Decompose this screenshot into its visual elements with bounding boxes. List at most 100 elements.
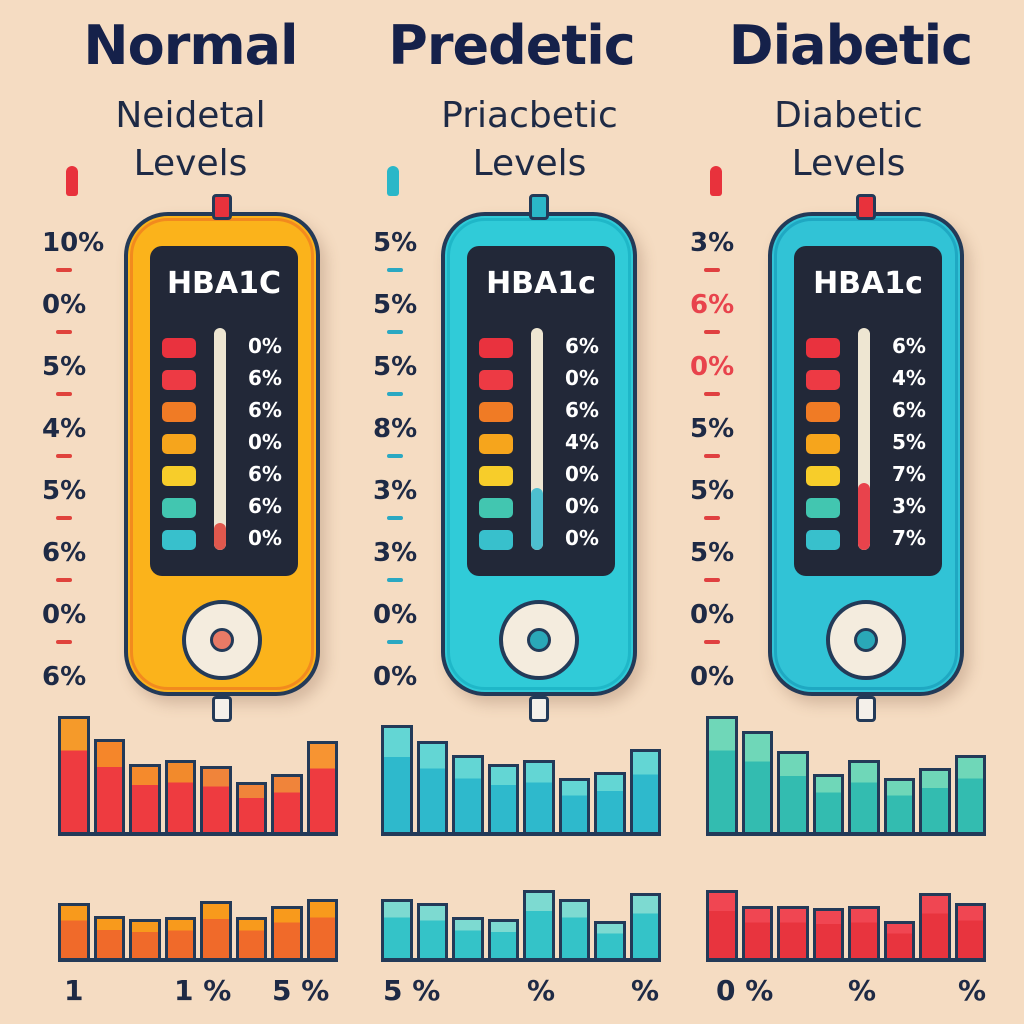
scale-tick [56,392,72,396]
reading-value: 0% [565,462,599,486]
scale-item: 5% [373,228,433,290]
chart-bar [200,766,232,832]
chart-bar [812,908,844,958]
chart-bar [919,768,951,832]
reading-value: 0% [565,366,599,390]
reading-value: 6% [892,334,926,358]
color-swatch [479,466,513,486]
chart-bar [883,921,915,958]
chart-bar [306,741,338,832]
scale-item: 0% [42,600,102,662]
scale-tick [387,578,403,582]
scale-label: 3% [373,476,418,506]
chart-bar [594,772,626,832]
level-tube [858,328,870,550]
color-swatch [806,434,840,454]
color-swatch [162,338,196,358]
reading-value: 6% [565,334,599,358]
bar-chart-bottom [58,886,338,962]
scale-tick [56,516,72,520]
reading-value: 5% [892,430,926,454]
chart-bar [741,731,773,832]
meter-button[interactable] [499,600,579,680]
reading-value: 0% [248,526,282,550]
color-swatch [806,530,840,550]
color-swatch [806,402,840,422]
pin-marker [387,166,399,196]
scale-label: 5% [690,476,735,506]
chart-bar [58,903,90,958]
panel-subtitle: Priacbetic Levels [359,92,700,188]
meter-bottom-cap [529,696,549,722]
chart-bar [93,916,125,958]
chart-bar [129,764,161,832]
scale-tick [56,454,72,458]
chart-bar [381,899,413,958]
meter-screen: HBA1C 0% 6% 6% 0% 6% 6% 0% [150,246,298,576]
panel-title: Diabetic [728,14,973,77]
scale-item: 3% [690,228,750,290]
scale-item: 4% [42,414,102,476]
chart-bar [306,899,338,958]
chart-bar [919,893,951,958]
footer-label-2: % [527,974,556,1007]
level-tube [214,328,226,550]
scale-tick [704,330,720,334]
bar-chart-bottom [381,886,661,962]
footer-label-2: 1 % [174,974,232,1007]
scale-item: 6% [690,290,750,352]
scale-tick [56,640,72,644]
chart-bar [812,774,844,832]
meter-button[interactable] [182,600,262,680]
reading-value: 4% [892,366,926,390]
scale-item: 5% [690,538,750,600]
chart-bar [271,906,303,958]
panel-prediabetic: Predetic Priacbetic Levels 5% 5% 5% 8% 3% 3% 0… [341,0,682,1024]
scale-item: 5% [373,352,433,414]
scale-tick [704,578,720,582]
footer-label-1: 5 % [383,974,441,1007]
scale-label: 0% [373,662,418,692]
panel-title: Normal [83,14,298,77]
footer-label-2: % [848,974,877,1007]
scale-label: 6% [42,538,87,568]
bar-chart-top [706,710,986,836]
reading-value: 4% [565,430,599,454]
reading-value: 6% [565,398,599,422]
meter-button[interactable] [826,600,906,680]
button-dot-icon [854,628,878,652]
scale-tick [56,330,72,334]
chart-bar [954,903,986,958]
scale-label: 0% [42,600,87,630]
scale-label: 5% [373,290,418,320]
subtitle-line-2: Levels [791,143,906,184]
reading-value: 0% [248,430,282,454]
meter-screen: HBA1c 6% 0% 6% 4% 0% 0% 0% [467,246,615,576]
pin-marker [710,166,722,196]
chart-bar [594,921,626,958]
bar-chart-top [381,710,661,836]
panel-diabetic: Diabetic Diabetic Levels 3% 6% 0% 5% 5% 5% 0% 0… [682,0,1023,1024]
scale-label: 5% [42,476,87,506]
chart-bar [523,890,555,958]
scale-tick [704,640,720,644]
screen-title: HBA1C [166,266,282,301]
meter-top-cap [529,194,549,220]
chart-bar [58,716,90,832]
level-scale: 5% 5% 5% 8% 3% 3% 0% 0% [373,228,433,724]
scale-tick [56,268,72,272]
footer-label-3: 5 % [272,974,330,1007]
subtitle-line-1: Diabetic [774,95,923,136]
chart-bar [558,778,590,832]
color-swatch [162,370,196,390]
scale-label: 5% [690,414,735,444]
color-swatch [162,402,196,422]
meter-screen: HBA1c 6% 4% 6% 5% 7% 3% 7% [794,246,942,576]
scale-label: 5% [690,538,735,568]
scale-item: 0% [690,600,750,662]
scale-label: 0% [690,600,735,630]
scale-label: 3% [690,228,735,258]
chart-bar [706,890,738,958]
chart-bar [954,755,986,832]
scale-item: 0% [42,290,102,352]
